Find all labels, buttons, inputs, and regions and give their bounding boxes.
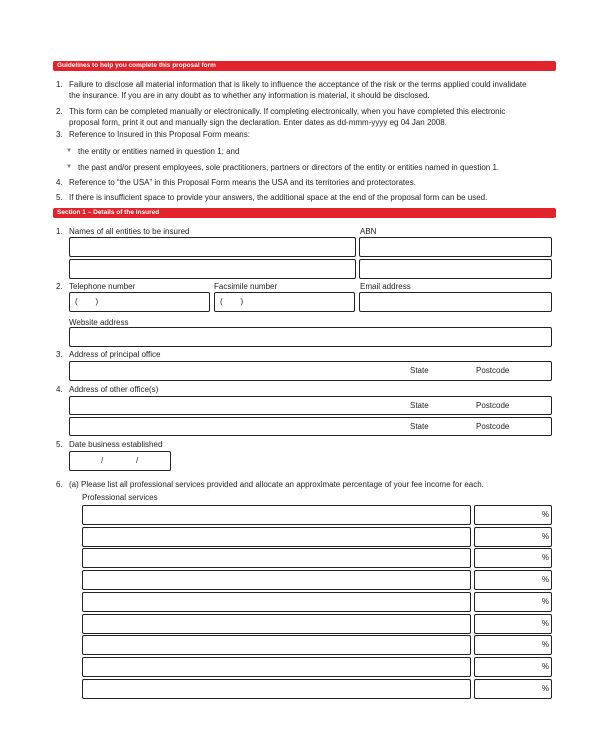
guideline-3-bullet-1: the entity or entities named in question… — [78, 147, 240, 156]
guideline-3-text: Reference to Insured in this Proposal Fo… — [69, 130, 250, 139]
guidelines-header: Guidelines to help you complete this pro… — [53, 61, 556, 71]
postcode-label: Postcode — [476, 422, 510, 431]
percent-sign: % — [541, 597, 549, 606]
percent-sign: % — [541, 553, 549, 562]
professional-service-field[interactable] — [82, 679, 471, 699]
q3-number: 3. — [56, 350, 63, 359]
professional-service-field[interactable] — [82, 657, 471, 677]
percent-sign: % — [541, 640, 549, 649]
q2-number: 2. — [56, 282, 63, 291]
percent-sign: % — [541, 619, 549, 628]
entity-name-field-2[interactable] — [69, 259, 356, 279]
professional-service-field[interactable] — [82, 635, 471, 655]
guideline-3-number: 3. — [56, 130, 63, 139]
fee-percentage-field[interactable]: % — [474, 548, 552, 568]
percent-sign: % — [541, 662, 549, 671]
guideline-1-line1: Failure to disclose all material informa… — [69, 80, 527, 89]
state-label: State — [410, 422, 429, 431]
email-field[interactable] — [359, 292, 552, 312]
professional-service-field[interactable] — [82, 570, 471, 590]
guideline-5-text: If there is insufficient space to provid… — [69, 193, 488, 202]
abn-field-2[interactable] — [359, 259, 552, 279]
fee-percentage-field[interactable]: % — [474, 592, 552, 612]
postcode-label: Postcode — [476, 401, 510, 410]
email-label: Email address — [360, 282, 411, 291]
q3-label: Address of principal office — [69, 350, 161, 359]
telephone-label: Telephone number — [69, 282, 136, 291]
guideline-1-number: 1. — [56, 80, 63, 89]
professional-service-field[interactable] — [82, 614, 471, 634]
percent-sign: % — [541, 684, 549, 693]
q5-label: Date business established — [69, 440, 163, 449]
professional-service-field[interactable] — [82, 527, 471, 547]
fee-percentage-field[interactable]: % — [474, 505, 552, 525]
fax-label: Facsimile number — [214, 282, 278, 291]
website-label: Website address — [69, 318, 129, 327]
fee-percentage-field[interactable]: % — [474, 527, 552, 547]
fax-field[interactable]: ( ) — [214, 292, 355, 312]
guideline-2-line2: proposal form, print it out and manually… — [69, 118, 447, 127]
q5-number: 5. — [56, 440, 63, 449]
fee-percentage-field[interactable]: % — [474, 657, 552, 677]
date-separator: / — [136, 456, 139, 465]
state-label: State — [410, 401, 429, 410]
principal-office-address-field[interactable]: State Postcode — [69, 361, 552, 381]
guideline-5-number: 5. — [56, 193, 63, 202]
other-office-address-field-1[interactable]: State Postcode — [69, 396, 552, 415]
q6-number: 6. — [56, 480, 63, 489]
percent-sign: % — [541, 575, 549, 584]
professional-services-label: Professional services — [82, 493, 158, 502]
other-office-address-field-2[interactable]: State Postcode — [69, 417, 552, 436]
abn-field-1[interactable] — [359, 237, 552, 257]
section-1-header: Section 1 – Details of the Insured — [53, 208, 556, 218]
area-code-brackets: ( ) — [75, 297, 99, 306]
q1-label: Names of all entities to be insured — [69, 227, 190, 236]
professional-service-field[interactable] — [82, 592, 471, 612]
q4-number: 4. — [56, 385, 63, 394]
percent-sign: % — [541, 532, 549, 541]
date-separator: / — [101, 456, 104, 465]
professional-service-field[interactable] — [82, 548, 471, 568]
q1-number: 1. — [56, 227, 63, 236]
percent-sign: % — [541, 510, 549, 519]
date-established-field[interactable]: / / — [69, 451, 171, 471]
guideline-3-bullet-2: the past and/or present employees, sole … — [78, 163, 500, 172]
postcode-label: Postcode — [476, 366, 510, 375]
q6-label: (a) Please list all professional service… — [69, 480, 484, 489]
professional-service-field[interactable] — [82, 505, 471, 525]
area-code-brackets: ( ) — [220, 297, 244, 306]
guideline-2-line1: This form can be completed manually or e… — [69, 107, 506, 116]
website-field[interactable] — [69, 327, 552, 347]
guideline-2-number: 2. — [56, 107, 63, 116]
triangle-bullet-icon: ▼ — [66, 164, 72, 170]
fee-percentage-field[interactable]: % — [474, 635, 552, 655]
entity-name-field-1[interactable] — [69, 237, 356, 257]
triangle-bullet-icon: ▼ — [66, 148, 72, 154]
fee-percentage-field[interactable]: % — [474, 614, 552, 634]
state-label: State — [410, 366, 429, 375]
guideline-4-number: 4. — [56, 178, 63, 187]
fee-percentage-field[interactable]: % — [474, 570, 552, 590]
guideline-4-text: Reference to “the USA” in this Proposal … — [69, 178, 416, 187]
telephone-field[interactable]: ( ) — [69, 292, 210, 312]
guideline-1-line2: the insurance. If you are in any doubt a… — [69, 91, 430, 100]
abn-label: ABN — [360, 227, 377, 236]
q4-label: Address of other office(s) — [69, 385, 159, 394]
fee-percentage-field[interactable]: % — [474, 679, 552, 699]
